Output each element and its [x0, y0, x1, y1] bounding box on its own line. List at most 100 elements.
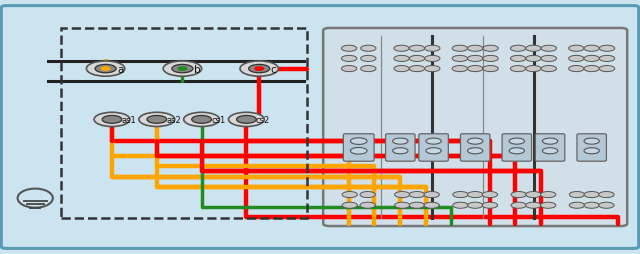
- Circle shape: [101, 67, 110, 70]
- Circle shape: [361, 45, 376, 51]
- Circle shape: [394, 55, 410, 61]
- Circle shape: [452, 55, 467, 61]
- Circle shape: [360, 202, 375, 208]
- Circle shape: [541, 192, 556, 198]
- Circle shape: [509, 148, 524, 154]
- Circle shape: [526, 55, 541, 61]
- Circle shape: [568, 66, 584, 72]
- Circle shape: [541, 66, 557, 72]
- FancyBboxPatch shape: [577, 134, 607, 161]
- Circle shape: [511, 66, 526, 72]
- Circle shape: [147, 116, 166, 123]
- FancyBboxPatch shape: [461, 134, 490, 161]
- Circle shape: [483, 45, 499, 51]
- Circle shape: [511, 55, 526, 61]
- Circle shape: [342, 55, 357, 61]
- Circle shape: [584, 148, 599, 154]
- Circle shape: [426, 138, 442, 144]
- FancyBboxPatch shape: [323, 28, 627, 226]
- Circle shape: [139, 112, 175, 126]
- Circle shape: [483, 192, 498, 198]
- Circle shape: [511, 45, 526, 51]
- Circle shape: [86, 61, 125, 76]
- Circle shape: [526, 192, 541, 198]
- FancyBboxPatch shape: [419, 134, 448, 161]
- Circle shape: [184, 112, 220, 126]
- Circle shape: [410, 55, 425, 61]
- Circle shape: [94, 112, 130, 126]
- Circle shape: [342, 192, 358, 198]
- Circle shape: [228, 112, 264, 126]
- Circle shape: [570, 202, 585, 208]
- Circle shape: [452, 45, 467, 51]
- Bar: [61, 28, 307, 218]
- FancyBboxPatch shape: [344, 134, 374, 161]
- Circle shape: [526, 45, 541, 51]
- Circle shape: [342, 66, 357, 72]
- Text: as2: as2: [166, 116, 181, 125]
- Circle shape: [483, 55, 499, 61]
- Circle shape: [467, 148, 483, 154]
- Circle shape: [394, 45, 410, 51]
- Circle shape: [410, 192, 425, 198]
- Circle shape: [410, 202, 425, 208]
- Circle shape: [467, 66, 483, 72]
- Circle shape: [342, 202, 358, 208]
- Circle shape: [526, 202, 541, 208]
- Text: c: c: [271, 65, 276, 75]
- Circle shape: [584, 202, 599, 208]
- Circle shape: [584, 192, 599, 198]
- Circle shape: [360, 192, 375, 198]
- FancyBboxPatch shape: [535, 134, 565, 161]
- Circle shape: [410, 45, 425, 51]
- Text: a: a: [117, 65, 124, 75]
- Circle shape: [361, 66, 376, 72]
- Circle shape: [541, 55, 557, 61]
- Circle shape: [600, 66, 614, 72]
- Circle shape: [95, 65, 116, 73]
- Circle shape: [425, 45, 440, 51]
- Circle shape: [584, 138, 599, 144]
- Circle shape: [172, 65, 193, 73]
- Circle shape: [541, 202, 556, 208]
- Circle shape: [511, 202, 526, 208]
- Circle shape: [467, 202, 483, 208]
- Circle shape: [467, 138, 483, 144]
- Circle shape: [570, 192, 585, 198]
- Circle shape: [192, 116, 211, 123]
- Circle shape: [394, 202, 410, 208]
- FancyBboxPatch shape: [385, 134, 415, 161]
- Circle shape: [237, 116, 256, 123]
- Circle shape: [584, 55, 599, 61]
- Circle shape: [351, 138, 367, 145]
- Text: cs2: cs2: [256, 116, 270, 125]
- Ellipse shape: [18, 188, 53, 208]
- Circle shape: [483, 66, 499, 72]
- Text: cs1: cs1: [211, 116, 225, 125]
- Circle shape: [425, 55, 440, 61]
- Circle shape: [249, 65, 270, 73]
- Circle shape: [584, 66, 599, 72]
- Circle shape: [543, 148, 558, 154]
- FancyBboxPatch shape: [502, 134, 531, 161]
- Circle shape: [453, 192, 468, 198]
- Text: as1: as1: [122, 116, 136, 125]
- Circle shape: [599, 192, 614, 198]
- Circle shape: [425, 66, 440, 72]
- Circle shape: [394, 66, 410, 72]
- Circle shape: [483, 202, 498, 208]
- Circle shape: [568, 55, 584, 61]
- Circle shape: [467, 45, 483, 51]
- Circle shape: [509, 138, 524, 144]
- Circle shape: [178, 67, 187, 70]
- Circle shape: [467, 55, 483, 61]
- FancyBboxPatch shape: [1, 6, 639, 248]
- Circle shape: [392, 138, 408, 144]
- Circle shape: [467, 192, 483, 198]
- Text: b: b: [194, 65, 200, 75]
- Circle shape: [584, 45, 599, 51]
- Circle shape: [392, 148, 408, 154]
- Circle shape: [255, 67, 264, 70]
- Circle shape: [163, 61, 202, 76]
- Circle shape: [453, 202, 468, 208]
